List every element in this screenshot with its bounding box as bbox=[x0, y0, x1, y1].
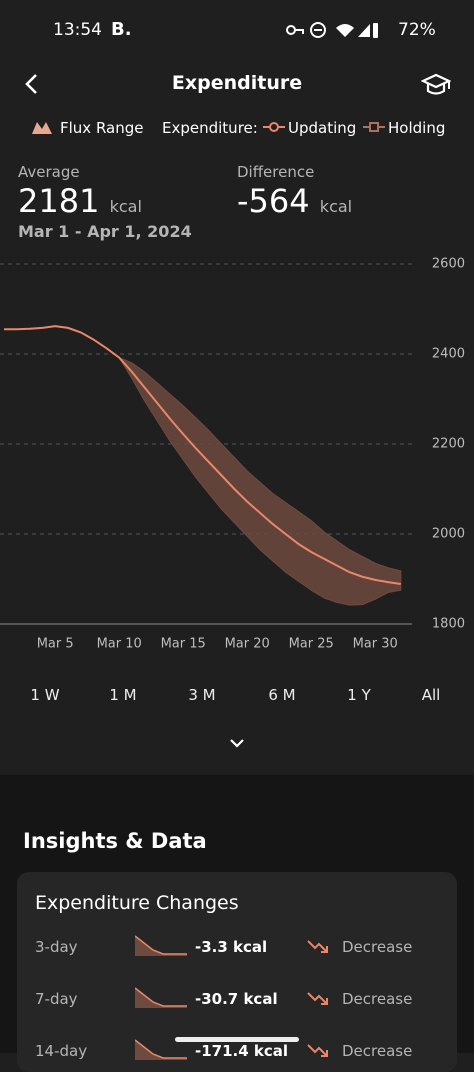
difference-label: Difference bbox=[237, 163, 315, 181]
period: Mar 1 - Apr 1, 2024 bbox=[18, 222, 192, 241]
range-button[interactable]: All bbox=[421, 686, 441, 704]
sparkline-icon bbox=[134, 935, 187, 956]
x-tick-label: Mar 5 bbox=[37, 637, 74, 652]
y-tick-label: 1800 bbox=[432, 617, 465, 632]
decrease-icon bbox=[307, 992, 328, 1005]
trend-icon bbox=[307, 990, 331, 1012]
legend-holding: Holding bbox=[388, 119, 446, 137]
trend-icon bbox=[307, 1042, 331, 1064]
period-label: 14-day bbox=[35, 1042, 88, 1060]
decrease-icon bbox=[307, 1044, 328, 1057]
decrease-icon bbox=[307, 940, 328, 953]
y-tick-label: 2200 bbox=[432, 437, 465, 452]
x-tick-label: Mar 10 bbox=[97, 637, 142, 652]
legend-band: Flux Range bbox=[60, 119, 144, 137]
difference-value: -564 kcal bbox=[237, 182, 352, 220]
x-tick-label: Mar 30 bbox=[353, 637, 398, 652]
legend-updating-icon bbox=[263, 122, 285, 132]
time: 13:54 bbox=[53, 20, 102, 40]
period-label: 3-day bbox=[35, 938, 78, 956]
app-icon: B. bbox=[111, 19, 132, 40]
legend-updating: Updating bbox=[288, 119, 357, 137]
y-tick-label: 2400 bbox=[432, 347, 465, 362]
y-tick-label: 2000 bbox=[432, 527, 465, 542]
difference-unit: kcal bbox=[319, 197, 353, 216]
range-button[interactable]: 6 M bbox=[268, 686, 296, 704]
legend-band-icon bbox=[32, 122, 52, 134]
range-button[interactable]: 3 M bbox=[188, 686, 216, 704]
average: 2181 bbox=[18, 182, 100, 220]
x-tick-label: Mar 15 bbox=[161, 637, 206, 652]
y-tick-label: 2600 bbox=[432, 257, 465, 272]
sparkline bbox=[134, 934, 187, 960]
legend-holding-icon bbox=[363, 122, 385, 132]
home-indicator bbox=[175, 1037, 299, 1042]
trend-label: Decrease bbox=[342, 990, 413, 1008]
range-button[interactable]: 1 Y bbox=[347, 686, 371, 704]
range-button[interactable]: 1 W bbox=[30, 686, 60, 704]
title: Expenditure bbox=[171, 72, 303, 94]
chart: 1800 2000 2200 2400 2600 Mar 5 Mar 10 Mar 15 Mar… bbox=[0, 257, 465, 652]
battery: 72% bbox=[398, 20, 436, 40]
expand-button[interactable] bbox=[228, 736, 246, 750]
trend-label: Decrease bbox=[342, 1042, 413, 1060]
average-label: Average bbox=[18, 163, 80, 181]
period-label: 7-day bbox=[35, 990, 78, 1008]
x-tick-label: Mar 20 bbox=[225, 637, 270, 652]
back-button[interactable] bbox=[22, 72, 42, 96]
card-title: Expenditure Changes bbox=[35, 892, 239, 914]
status-icons bbox=[286, 22, 378, 38]
change-value: -3.3 kcal bbox=[195, 938, 268, 956]
expenditure-changes-card: Expenditure Changes 3-day -3.3 kcal Decrea… bbox=[17, 872, 457, 1072]
change-value: -30.7 kcal bbox=[195, 990, 278, 1008]
legend-label: Expenditure: bbox=[162, 119, 258, 137]
change-value: -171.4 kcal bbox=[195, 1042, 289, 1060]
average-value: 2181 kcal bbox=[18, 182, 142, 220]
trend-label: Decrease bbox=[342, 938, 413, 956]
sparkline bbox=[134, 986, 187, 1012]
difference: -564 bbox=[237, 182, 310, 220]
insights-title: Insights & Data bbox=[23, 829, 207, 853]
range-button[interactable]: 1 M bbox=[109, 686, 137, 704]
expenditure-line bbox=[4, 325, 401, 585]
sparkline-icon bbox=[134, 987, 187, 1008]
trend-icon bbox=[307, 938, 331, 960]
x-tick-label: Mar 25 bbox=[289, 637, 334, 652]
learn-button[interactable] bbox=[421, 72, 451, 98]
average-unit: kcal bbox=[109, 197, 142, 216]
flux-range-band bbox=[4, 325, 402, 606]
